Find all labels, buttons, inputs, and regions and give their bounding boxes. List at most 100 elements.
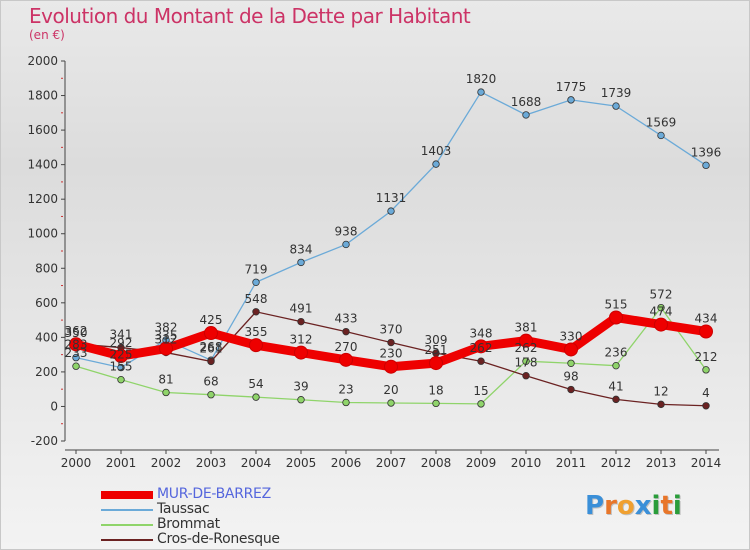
data-label: 1569 bbox=[646, 115, 677, 129]
data-label: 370 bbox=[380, 323, 403, 337]
data-label: 312 bbox=[290, 333, 313, 347]
x-tick-label: 2010 bbox=[511, 456, 542, 470]
data-point-taussac bbox=[432, 160, 440, 168]
data-point-brommat bbox=[207, 391, 215, 399]
data-point-cros-de-ronesque bbox=[612, 395, 620, 404]
data-label: 233 bbox=[65, 346, 88, 360]
data-point-mur-de-barrez bbox=[339, 352, 353, 367]
legend-swatch bbox=[101, 508, 153, 511]
data-label: 341 bbox=[110, 328, 133, 342]
y-tick-label: 800 bbox=[35, 261, 58, 275]
data-point-cros-de-ronesque bbox=[702, 402, 710, 410]
data-point-cros-de-ronesque bbox=[567, 385, 575, 394]
chart-title: Evolution du Montant de la Dette par Hab… bbox=[29, 4, 471, 28]
data-point-taussac bbox=[702, 161, 710, 170]
data-point-cros-de-ronesque bbox=[657, 400, 665, 409]
data-label: 15 bbox=[473, 384, 488, 398]
data-label: 381 bbox=[515, 321, 538, 335]
data-label: 41 bbox=[608, 379, 623, 393]
data-point-taussac bbox=[567, 96, 575, 104]
data-label: 262 bbox=[470, 341, 493, 355]
logo-letter: i bbox=[672, 491, 682, 521]
data-label: 178 bbox=[515, 356, 538, 370]
data-label: 225 bbox=[110, 348, 133, 362]
data-label: 491 bbox=[290, 302, 313, 316]
legend-swatch bbox=[101, 523, 153, 526]
data-point-taussac bbox=[522, 111, 530, 119]
data-point-brommat bbox=[117, 375, 125, 384]
data-label: 335 bbox=[155, 329, 178, 343]
proxiti-logo: Proxiti bbox=[585, 491, 682, 521]
data-label: 251 bbox=[425, 343, 448, 357]
data-point-cros-de-ronesque bbox=[342, 327, 350, 336]
data-point-cros-de-ronesque bbox=[252, 308, 260, 316]
data-point-taussac bbox=[297, 258, 305, 267]
data-point-mur-de-barrez bbox=[519, 333, 533, 348]
x-tick-label: 2004 bbox=[241, 456, 272, 470]
legend-swatch bbox=[101, 538, 153, 541]
logo-letter: r bbox=[604, 491, 617, 521]
data-point-mur-de-barrez bbox=[69, 337, 83, 352]
y-tick-label: 1200 bbox=[27, 192, 58, 206]
data-label: 283 bbox=[65, 338, 88, 352]
data-point-cros-de-ronesque bbox=[297, 317, 305, 326]
logo-letter: x bbox=[634, 491, 652, 521]
logo-letter: i bbox=[651, 491, 661, 521]
data-point-taussac bbox=[477, 88, 485, 96]
legend-swatch bbox=[101, 490, 153, 499]
data-label: 382 bbox=[155, 320, 178, 334]
y-tick-label: 200 bbox=[35, 365, 58, 379]
data-label: 270 bbox=[335, 340, 358, 354]
data-label: 81 bbox=[158, 372, 173, 386]
data-point-taussac bbox=[342, 240, 350, 249]
x-tick-label: 2001 bbox=[106, 456, 137, 470]
y-tick-label: 2000 bbox=[27, 54, 58, 68]
data-label: 1688 bbox=[511, 95, 542, 109]
data-point-cros-de-ronesque bbox=[387, 338, 395, 347]
data-point-cros-de-ronesque bbox=[477, 357, 485, 365]
data-point-brommat bbox=[252, 393, 260, 401]
data-label: 1775 bbox=[556, 80, 587, 94]
data-label: 938 bbox=[335, 224, 358, 238]
data-label: 39 bbox=[293, 380, 308, 394]
data-point-mur-de-barrez bbox=[654, 317, 668, 332]
data-label: 230 bbox=[380, 347, 403, 361]
x-tick-label: 2012 bbox=[601, 456, 632, 470]
x-tick-label: 2013 bbox=[646, 456, 677, 470]
data-point-brommat bbox=[522, 357, 530, 365]
data-label: 515 bbox=[605, 298, 628, 312]
data-label: 54 bbox=[248, 377, 263, 391]
data-point-brommat bbox=[72, 362, 80, 370]
data-point-brommat bbox=[297, 396, 305, 404]
data-point-brommat bbox=[162, 388, 170, 397]
data-label: 433 bbox=[335, 312, 358, 326]
legend-label: Taussac bbox=[157, 501, 210, 517]
data-label: 1403 bbox=[421, 144, 452, 158]
data-label: 834 bbox=[290, 242, 313, 256]
data-point-brommat bbox=[657, 303, 665, 312]
x-tick-label: 2011 bbox=[556, 456, 587, 470]
data-point-brommat bbox=[477, 400, 485, 408]
data-point-cros-de-ronesque bbox=[522, 372, 530, 380]
data-point-taussac bbox=[612, 102, 620, 110]
data-label: 1820 bbox=[466, 72, 497, 86]
data-label: 4 bbox=[702, 386, 710, 400]
data-label: 362 bbox=[65, 324, 88, 338]
data-label: 292 bbox=[110, 336, 133, 350]
data-label: 719 bbox=[245, 262, 268, 276]
data-label: 572 bbox=[650, 288, 673, 302]
x-tick-label: 2005 bbox=[286, 456, 317, 470]
data-label: 18 bbox=[428, 383, 443, 397]
data-label: 12 bbox=[653, 384, 668, 398]
y-tick-label: -200 bbox=[31, 434, 58, 448]
x-tick-label: 2007 bbox=[376, 456, 407, 470]
data-point-brommat bbox=[612, 361, 620, 370]
data-label: 68 bbox=[203, 375, 218, 389]
data-point-mur-de-barrez bbox=[474, 339, 488, 354]
logo-letter: t bbox=[660, 491, 673, 521]
data-label: 268 bbox=[200, 340, 223, 354]
data-point-taussac bbox=[252, 278, 260, 286]
x-tick-label: 2002 bbox=[151, 456, 182, 470]
data-label: 23 bbox=[338, 382, 353, 396]
